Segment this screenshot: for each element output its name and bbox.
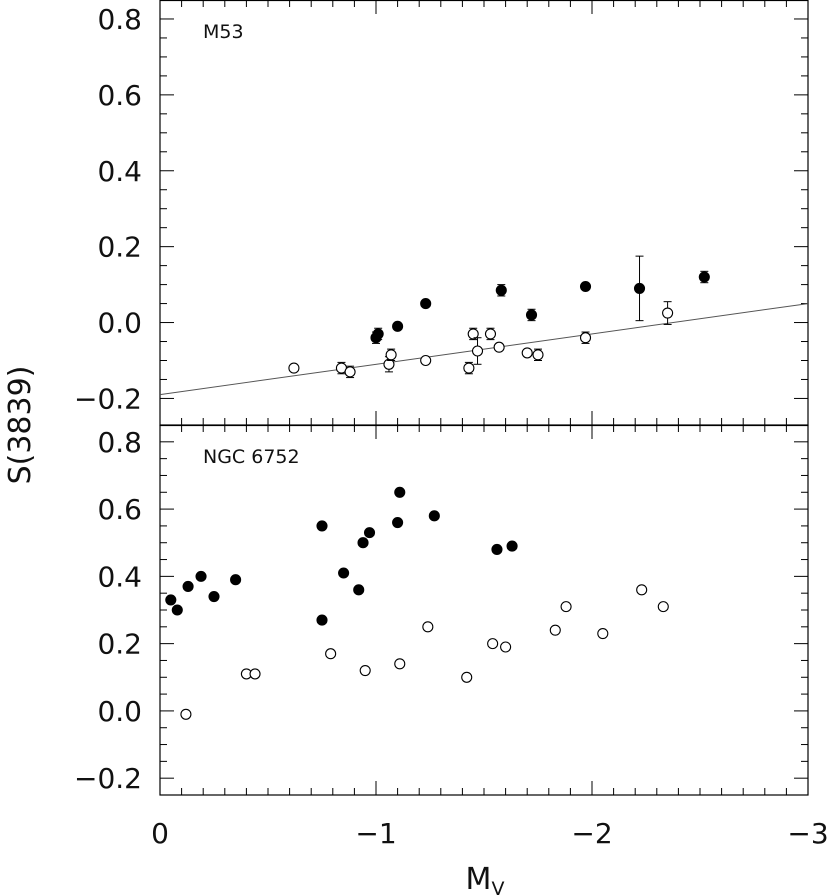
data-point-open [549, 624, 561, 636]
data-point-open [487, 638, 499, 650]
data-point-open [249, 668, 261, 680]
data-point-open [461, 671, 473, 683]
plot-frame [159, 424, 809, 796]
x-tick-label: −1 [355, 817, 396, 850]
data-point-filled [392, 320, 404, 332]
data-point-open [579, 332, 592, 344]
data-point-filled [495, 284, 507, 296]
y-tick-label: 0.6 [97, 79, 142, 112]
y-tick-label: 0.2 [97, 231, 142, 264]
data-point-open [288, 362, 300, 374]
panel-ngc6752: −0.2 0.0 0.2 0.4 0.6 0.8 NGC 6752 0 −1 −2 −3 [74, 424, 829, 850]
data-point-filled [338, 567, 350, 579]
y-tick-label: −0.2 [74, 762, 142, 795]
data-point-filled [394, 486, 406, 498]
data-point-filled [316, 520, 328, 532]
data-point-open [521, 347, 533, 359]
data-point-open [385, 349, 397, 361]
x-tick-label: −2 [571, 817, 612, 850]
data-point-open [420, 354, 432, 367]
y-tick-label: 0.6 [97, 493, 142, 526]
data-point-filled [698, 271, 710, 283]
data-point-open [636, 584, 648, 596]
data-point-open [597, 627, 609, 640]
data-point-open [344, 366, 356, 378]
data-point-open [657, 601, 669, 613]
data-point-open [500, 641, 512, 653]
data-point-filled [353, 584, 365, 596]
data-point-filled [165, 594, 177, 606]
data-point-open [532, 349, 544, 361]
data-point-filled [491, 543, 503, 556]
data-point-filled [506, 540, 518, 552]
y-tick-label: 0.0 [97, 695, 142, 728]
x-axis-title-main: M [466, 862, 492, 896]
y-tick-label: 0.8 [97, 426, 142, 459]
fit-line [159, 303, 809, 396]
y-tick-label: 0.2 [97, 628, 142, 661]
data-point-filled [372, 328, 384, 340]
data-point-open [394, 658, 406, 670]
data-point-filled [357, 537, 369, 549]
x-axis-title: MV [466, 862, 505, 896]
data-point-open [422, 621, 434, 633]
y-tick-label: 0.0 [97, 307, 142, 340]
data-point-filled [316, 614, 328, 626]
y-tick-label: 0.8 [97, 3, 142, 36]
data-point-open [359, 664, 371, 677]
x-tick-label: −3 [787, 817, 828, 850]
data-point-open [325, 648, 337, 660]
data-point-filled [428, 510, 440, 522]
y-axis-title: S(3839) [3, 366, 38, 485]
data-point-open [471, 345, 484, 357]
x-axis-title-subscript: V [491, 878, 504, 896]
panel-label: NGC 6752 [203, 446, 300, 468]
y-tick-label: −0.2 [74, 382, 142, 415]
panel-label: M53 [203, 21, 244, 43]
data-point-filled [392, 516, 404, 529]
data-point-filled [363, 527, 376, 539]
data-point-open [467, 328, 479, 340]
data-point-filled [230, 574, 242, 586]
panel-m53: −0.2 0.0 0.2 0.4 0.6 0.8 M53 [74, 0, 809, 426]
data-point-open [463, 362, 475, 374]
data-point-filled [420, 298, 432, 310]
data-point-open [662, 307, 674, 319]
y-tick-label: 0.4 [97, 155, 142, 188]
data-point-open [484, 328, 497, 340]
x-tick-label: 0 [151, 817, 169, 850]
data-point-open [493, 341, 505, 353]
data-point-filled [525, 309, 538, 321]
data-point-filled [171, 604, 183, 616]
plot-frame [159, 0, 809, 426]
data-point-filled [195, 570, 207, 582]
data-point-filled [182, 580, 194, 593]
data-point-filled [633, 282, 646, 294]
data-point-open [560, 601, 572, 613]
data-point-filled [208, 590, 220, 603]
y-tick-label: 0.4 [97, 560, 142, 593]
data-point-open [180, 708, 192, 720]
data-point-filled [579, 280, 592, 293]
